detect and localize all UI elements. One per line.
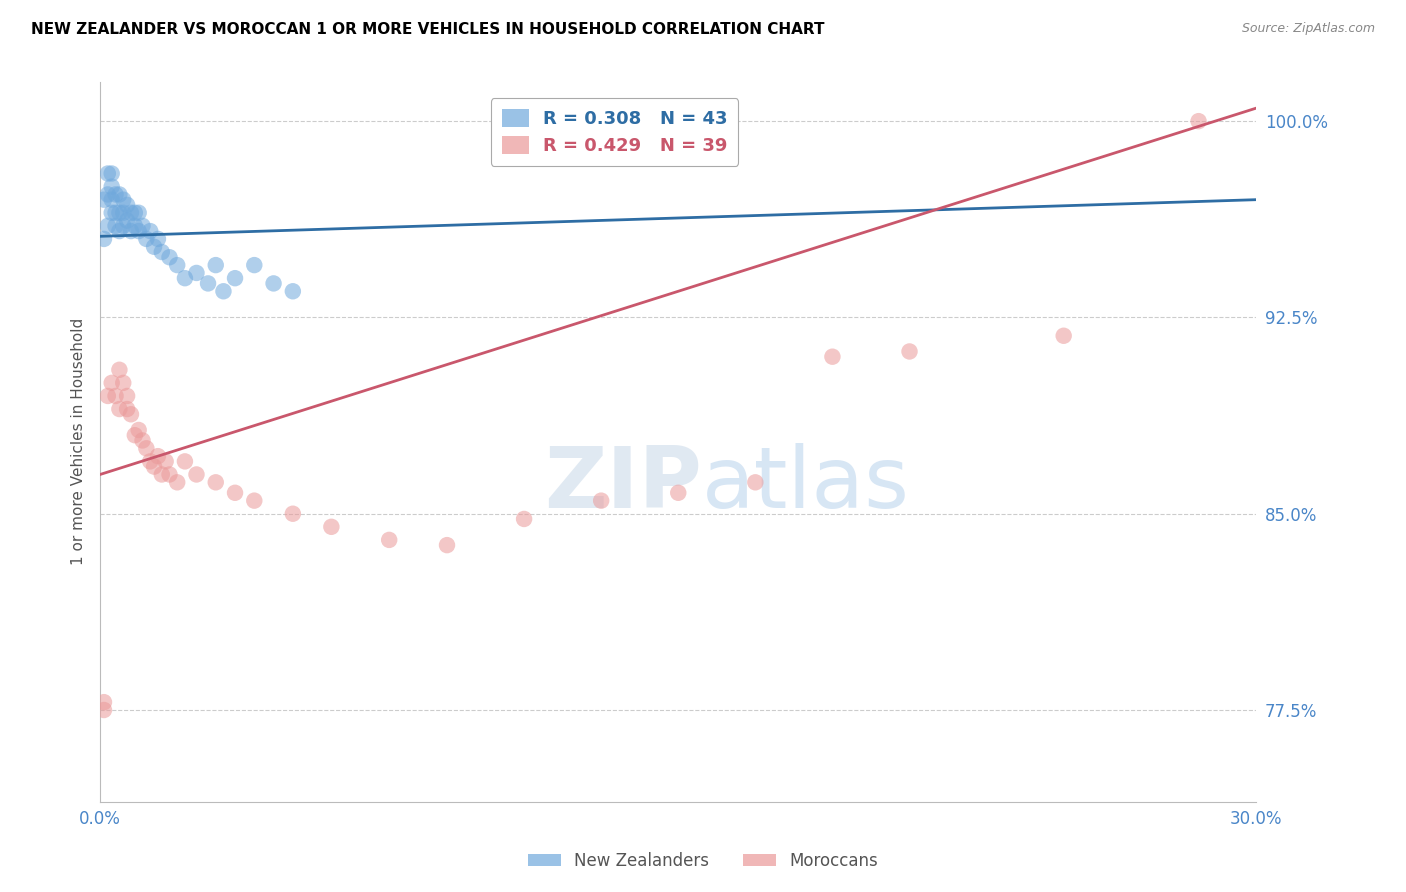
Point	[174, 271, 197, 285]
Point	[281, 285, 304, 299]
Point	[124, 206, 146, 220]
Point	[108, 363, 131, 377]
Point	[212, 285, 235, 299]
Point	[436, 538, 458, 552]
Point	[135, 442, 157, 456]
Point	[104, 206, 127, 220]
Point	[124, 219, 146, 233]
Point	[115, 402, 138, 417]
Legend: New Zealanders, Moroccans: New Zealanders, Moroccans	[522, 846, 884, 877]
Point	[124, 428, 146, 442]
Point	[159, 467, 181, 482]
Point	[120, 224, 142, 238]
Point	[93, 703, 115, 717]
Point	[93, 232, 115, 246]
Point	[321, 520, 343, 534]
Point	[128, 423, 150, 437]
Point	[166, 258, 188, 272]
Point	[115, 389, 138, 403]
Point	[108, 402, 131, 417]
Point	[666, 485, 689, 500]
Point	[120, 206, 142, 220]
Text: Source: ZipAtlas.com: Source: ZipAtlas.com	[1241, 22, 1375, 36]
Point	[100, 167, 122, 181]
Point	[186, 266, 208, 280]
Point	[263, 277, 285, 291]
Point	[150, 245, 173, 260]
Point	[150, 467, 173, 482]
Point	[744, 475, 766, 490]
Point	[135, 232, 157, 246]
Point	[97, 219, 120, 233]
Point	[100, 193, 122, 207]
Point	[243, 493, 266, 508]
Text: ZIP: ZIP	[544, 443, 702, 526]
Point	[1187, 114, 1209, 128]
Point	[112, 193, 135, 207]
Point	[100, 179, 122, 194]
Point	[97, 389, 120, 403]
Text: atlas: atlas	[702, 443, 910, 526]
Point	[112, 376, 135, 390]
Point	[93, 193, 115, 207]
Point	[159, 250, 181, 264]
Point	[224, 271, 246, 285]
Point	[112, 206, 135, 220]
Point	[139, 454, 162, 468]
Point	[186, 467, 208, 482]
Point	[97, 187, 120, 202]
Point	[139, 224, 162, 238]
Point	[155, 454, 177, 468]
Point	[591, 493, 613, 508]
Point	[166, 475, 188, 490]
Point	[100, 206, 122, 220]
Point	[243, 258, 266, 272]
Y-axis label: 1 or more Vehicles in Household: 1 or more Vehicles in Household	[72, 318, 86, 566]
Point	[146, 449, 169, 463]
Point	[1053, 328, 1076, 343]
Point	[97, 167, 120, 181]
Point	[131, 434, 153, 448]
Point	[204, 475, 226, 490]
Point	[115, 213, 138, 227]
Point	[146, 232, 169, 246]
Point	[143, 459, 166, 474]
Point	[100, 376, 122, 390]
Point	[513, 512, 536, 526]
Point	[108, 224, 131, 238]
Point	[898, 344, 921, 359]
Point	[821, 350, 844, 364]
Point	[93, 695, 115, 709]
Point	[115, 198, 138, 212]
Point	[197, 277, 219, 291]
Legend: R = 0.308   N = 43, R = 0.429   N = 39: R = 0.308 N = 43, R = 0.429 N = 39	[491, 98, 738, 166]
Point	[131, 219, 153, 233]
Point	[104, 187, 127, 202]
Point	[128, 206, 150, 220]
Point	[104, 389, 127, 403]
Point	[281, 507, 304, 521]
Point	[104, 219, 127, 233]
Point	[108, 187, 131, 202]
Point	[112, 219, 135, 233]
Point	[143, 240, 166, 254]
Point	[174, 454, 197, 468]
Point	[128, 224, 150, 238]
Point	[224, 485, 246, 500]
Point	[120, 407, 142, 421]
Text: NEW ZEALANDER VS MOROCCAN 1 OR MORE VEHICLES IN HOUSEHOLD CORRELATION CHART: NEW ZEALANDER VS MOROCCAN 1 OR MORE VEHI…	[31, 22, 824, 37]
Point	[378, 533, 401, 547]
Point	[204, 258, 226, 272]
Point	[108, 206, 131, 220]
